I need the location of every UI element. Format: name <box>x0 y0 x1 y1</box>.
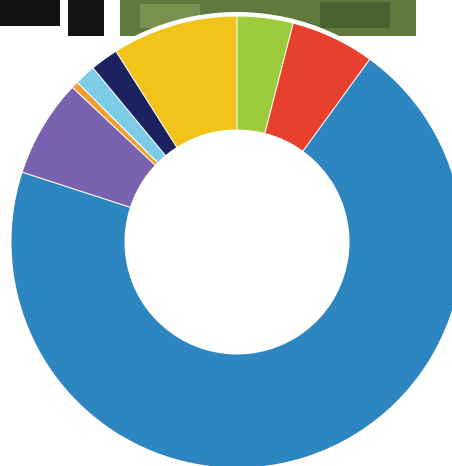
photo-strip <box>68 0 104 36</box>
photo-detail <box>320 2 390 28</box>
donut-slice <box>115 15 238 149</box>
donut <box>7 12 452 466</box>
photo-strip <box>0 0 60 26</box>
donut-slice <box>10 58 452 466</box>
